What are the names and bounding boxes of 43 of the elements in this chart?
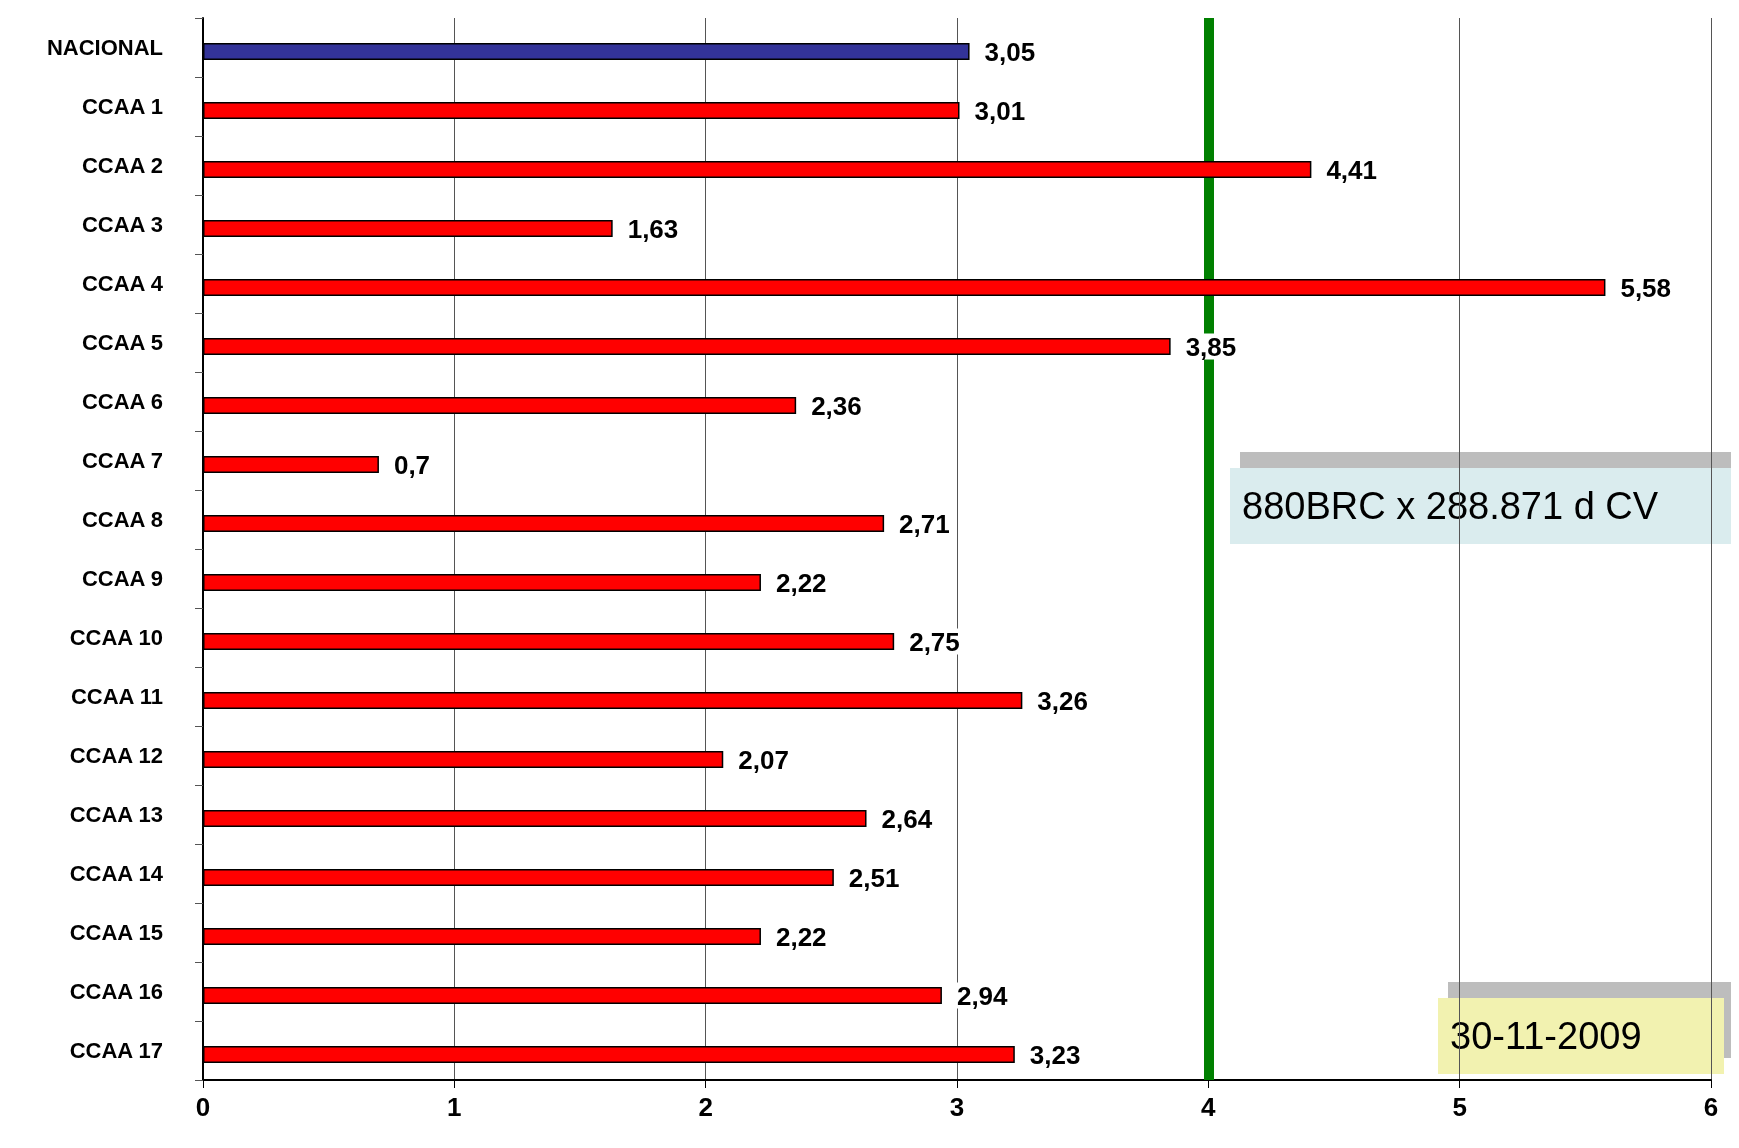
y-tick-label: CCAA 1 — [81, 94, 163, 119]
data-label: 3,05 — [984, 36, 1036, 67]
y-tick-label: CCAA 12 — [69, 743, 163, 768]
y-tick-label: CCAA 14 — [69, 861, 164, 886]
y-tick-label: CCAA 8 — [81, 507, 163, 532]
y-tick-label: CCAA 16 — [69, 979, 163, 1004]
x-tick-label: 2 — [698, 1092, 713, 1122]
x-tick-label: 3 — [949, 1092, 965, 1122]
y-tick-label: CCAA 15 — [69, 920, 163, 945]
data-label: 2,07 — [738, 744, 789, 775]
y-tick-label: CCAA 10 — [69, 625, 163, 650]
y-tick-label: CCAA 2 — [81, 153, 163, 178]
data-label: 0,7 — [393, 449, 431, 480]
data-label: 2,22 — [775, 567, 827, 598]
data-label: 2,71 — [899, 508, 950, 539]
data-label: 2,64 — [881, 803, 933, 834]
x-tick-label: 4 — [1201, 1092, 1217, 1122]
y-tick-label: CCAA 5 — [81, 330, 163, 355]
data-label: 3,23 — [1029, 1039, 1081, 1070]
data-label: 3,26 — [1037, 685, 1088, 716]
y-tick-label: CCAA 17 — [69, 1038, 163, 1063]
y-tick-label: NACIONAL — [46, 35, 163, 60]
y-tick-label: CCAA 4 — [81, 271, 164, 296]
data-label: 5,58 — [1620, 272, 1672, 303]
y-tick-label: CCAA 13 — [69, 802, 163, 827]
data-label: 2,94 — [956, 980, 1009, 1011]
y-tick-label: CCAA 6 — [81, 389, 163, 414]
data-label: 2,22 — [775, 921, 827, 952]
x-tick-label: 5 — [1452, 1092, 1467, 1122]
y-tick-label: CCAA 3 — [81, 212, 163, 237]
data-label: 3,01 — [974, 95, 1026, 126]
x-tick-label: 0 — [195, 1092, 211, 1122]
x-tick-label: 6 — [1703, 1092, 1719, 1122]
data-label: 2,36 — [811, 390, 862, 421]
y-tick-label: CCAA 9 — [81, 566, 163, 591]
data-label: 3,85 — [1185, 331, 1237, 362]
x-tick-label: 1 — [447, 1092, 462, 1122]
data-label: 1,63 — [627, 213, 679, 244]
data-label: 4,41 — [1326, 154, 1377, 185]
y-tick-label: CCAA 7 — [81, 448, 163, 473]
data-label: 2,51 — [848, 862, 900, 893]
y-tick-label: CCAA 11 — [70, 684, 163, 709]
data-label: 2,75 — [909, 626, 960, 657]
